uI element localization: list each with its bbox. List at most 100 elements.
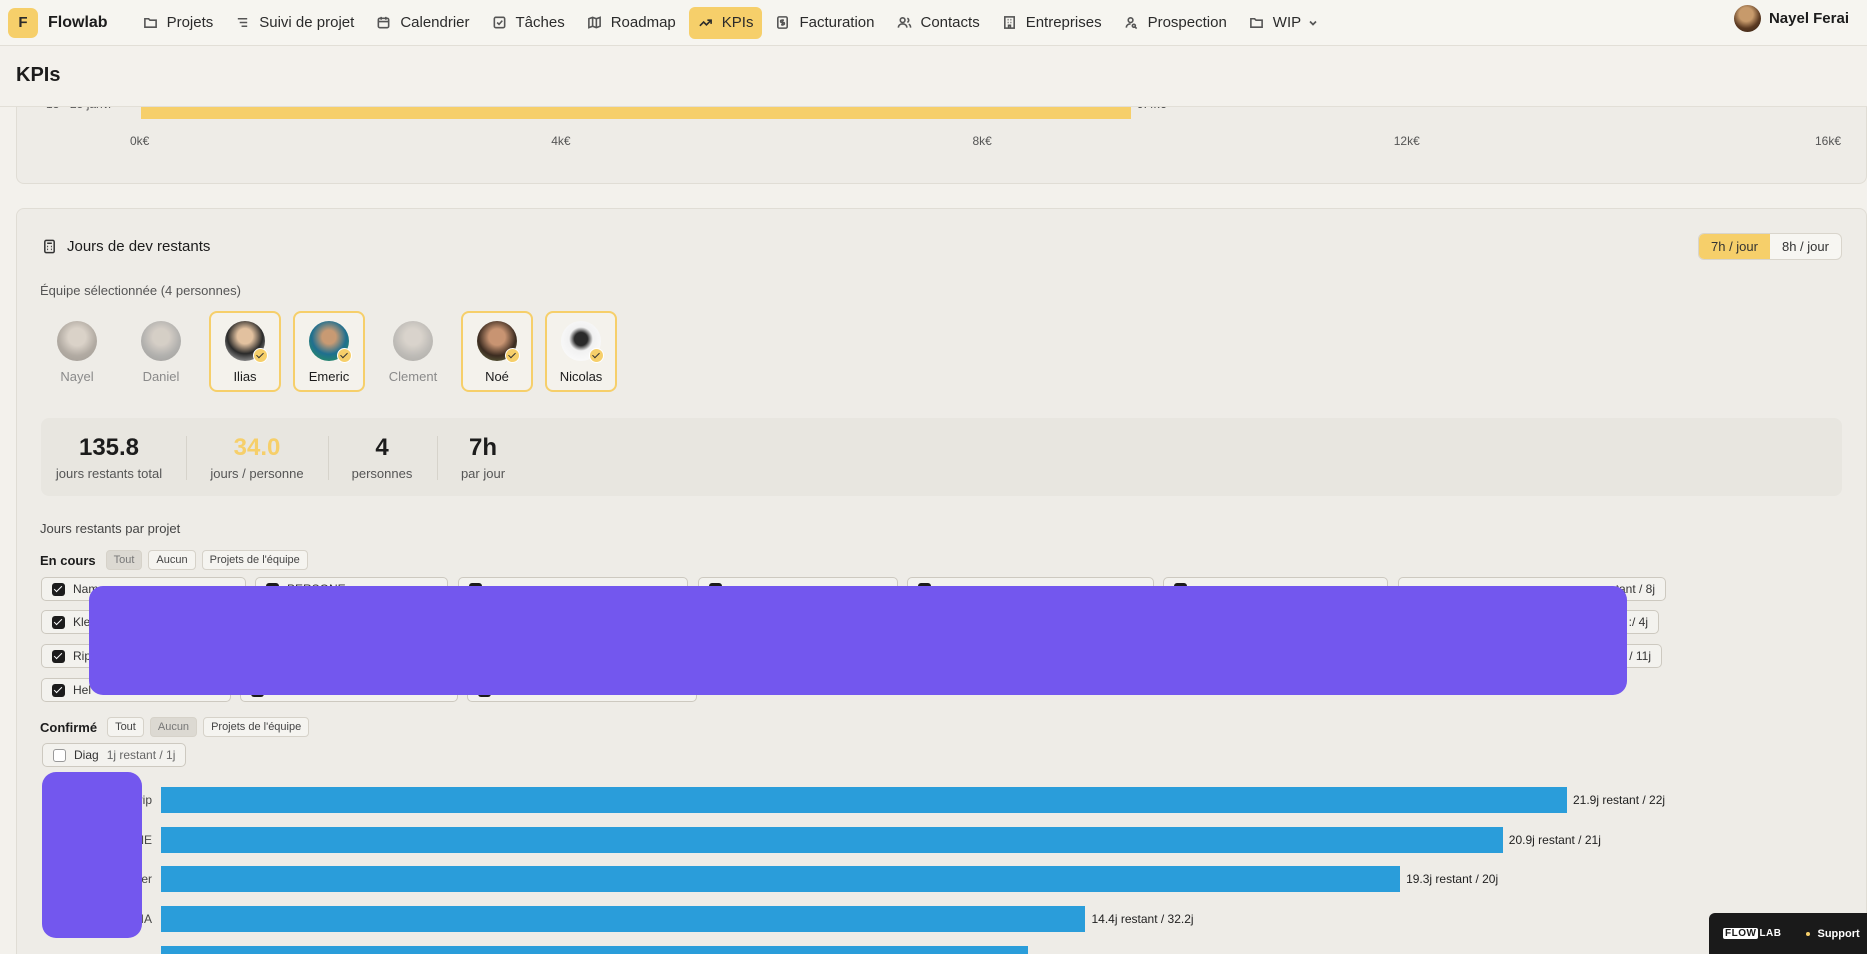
member-name: Emeric	[308, 369, 350, 384]
team-member-noé[interactable]: Noé	[461, 311, 533, 392]
team-member-nayel[interactable]: Nayel	[41, 313, 113, 394]
user-name: Nayel Ferai	[1768, 10, 1849, 27]
team-label: Équipe sélectionnée (4 personnes)	[40, 283, 241, 298]
x-tick-label: 8k€	[972, 134, 992, 148]
stat-divider	[328, 436, 329, 480]
hours-7-button[interactable]: 7h / jour	[1699, 234, 1770, 259]
redaction-block	[42, 772, 142, 938]
nav-label: Tâches	[515, 14, 565, 31]
nav-facturation[interactable]: Facturation	[766, 7, 883, 39]
stat-divider	[186, 436, 187, 480]
brand-name: Flowlab	[48, 13, 108, 31]
filter-equipe-button[interactable]: Projets de l'équipe	[203, 717, 310, 737]
user-menu[interactable]: Nayel Ferai	[1733, 5, 1849, 32]
nav-label: Calendrier	[400, 14, 470, 31]
member-avatar	[309, 321, 352, 363]
checkbox-icon	[493, 16, 505, 29]
stat-value: 34.0	[233, 434, 281, 461]
checkbox[interactable]	[53, 748, 66, 762]
nav-label: Facturation	[799, 14, 875, 31]
nav-label: Suivi de projet	[259, 14, 355, 31]
en-cours-title: En cours	[40, 552, 96, 568]
bar-label: IA	[140, 912, 152, 926]
team-member-ilias[interactable]: Ilias	[209, 311, 281, 392]
redaction-block	[89, 586, 1627, 695]
bar-label: er	[141, 872, 152, 886]
team-member-daniel[interactable]: Daniel	[125, 313, 197, 394]
member-avatar	[141, 321, 181, 361]
trend-icon	[699, 19, 712, 27]
filter-tout-button[interactable]: Tout	[105, 550, 143, 570]
folder-icon	[143, 17, 157, 28]
support-label: Support	[1817, 927, 1860, 940]
project-tag-diag[interactable]: Diag 1j restant / 1j	[42, 743, 186, 767]
member-avatar	[561, 321, 604, 363]
confirme-filter: Confirmé Tout Aucun Projets de l'équipe	[40, 717, 310, 737]
nav-label: Projets	[166, 14, 214, 31]
nav-entreprises[interactable]: Entreprises	[993, 7, 1111, 39]
nav-kpis[interactable]: KPIs	[688, 6, 763, 39]
filter-equipe-button[interactable]: Projets de l'équipe	[201, 550, 308, 570]
map-icon	[587, 16, 601, 29]
project-tag-label: Kle	[73, 615, 91, 629]
dollar-icon	[777, 16, 789, 29]
member-name: Nicolas	[559, 369, 603, 384]
nav-suivi-de-projet[interactable]: Suivi de projet	[226, 7, 363, 39]
nav-projets[interactable]: Projets	[134, 7, 223, 39]
nav-wip[interactable]: WIP	[1240, 7, 1336, 39]
team-member-clement[interactable]: Clement	[377, 313, 449, 394]
stat-value: 7h	[468, 434, 497, 461]
nav-calendrier[interactable]: Calendrier	[367, 7, 478, 39]
support-widget[interactable]: FLOW LAB Support	[1709, 913, 1867, 954]
nav-contacts[interactable]: Contacts	[888, 7, 989, 39]
brand[interactable]: F Flowlab	[8, 7, 108, 38]
nav-prospection[interactable]: Prospection	[1115, 7, 1236, 39]
check-icon	[589, 348, 604, 363]
remaining-days-bar	[161, 827, 1503, 853]
per-project-label: Jours restants par projet	[40, 521, 181, 536]
stat-label: jours / personne	[210, 466, 304, 481]
nav-taches[interactable]: Tâches	[483, 7, 574, 39]
filter-aucun-button[interactable]: Aucun	[149, 717, 198, 737]
filter-aucun-button[interactable]: Aucun	[148, 550, 196, 570]
list-icon	[238, 17, 248, 28]
project-tag-label: Rip	[73, 649, 92, 663]
confirme-title: Confirmé	[40, 719, 98, 735]
section-title: Jours de dev restants	[67, 238, 211, 255]
nav-label: Contacts	[920, 14, 980, 31]
nav-roadmap[interactable]: Roadmap	[578, 7, 685, 39]
hours-per-day-toggle: 7h / jour 8h / jour	[1698, 233, 1842, 260]
stats-panel	[41, 418, 1842, 496]
x-tick-label: 16k€	[1815, 134, 1842, 148]
stat-value: 4	[375, 434, 389, 461]
chevron-down-icon	[1309, 20, 1317, 26]
stat-3: 7h par jour	[423, 434, 543, 481]
checkbox[interactable]	[52, 683, 65, 697]
nav-items: Projets Suivi de projet Calendrier Tâche…	[134, 6, 1337, 39]
filter-tout-button[interactable]: Tout	[107, 717, 144, 737]
x-tick-label: 0k€	[130, 134, 150, 148]
member-avatar	[57, 321, 97, 361]
users-icon	[897, 17, 911, 28]
support-logo: FLOW LAB	[1723, 928, 1782, 939]
page-title: KPIs	[16, 64, 61, 86]
stat-1: 34.0 jours / personne	[197, 434, 317, 481]
remaining-days-bar	[161, 946, 1028, 954]
checkbox[interactable]	[52, 649, 65, 663]
team-member-emeric[interactable]: Emeric	[293, 311, 365, 392]
building-icon	[1003, 16, 1015, 29]
en-cours-filter: En cours Tout Aucun Projets de l'équipe	[40, 550, 308, 570]
stat-value: 135.8	[78, 434, 140, 461]
nav-label: Entreprises	[1025, 14, 1102, 31]
member-avatar	[225, 321, 268, 363]
project-tag-detail: 1j restant / 1j	[106, 748, 176, 762]
user-search-icon	[1125, 17, 1137, 30]
stat-label: par jour	[460, 466, 506, 481]
checkbox[interactable]	[52, 615, 65, 629]
checkbox[interactable]	[52, 582, 65, 596]
stat-0: 135.8 jours restants total	[49, 434, 169, 481]
bar-value-label: 14.4j restant / 32.2j	[1091, 912, 1194, 926]
hours-8-button[interactable]: 8h / jour	[1781, 239, 1829, 254]
member-avatar	[477, 321, 520, 363]
team-member-nicolas[interactable]: Nicolas	[545, 311, 617, 392]
